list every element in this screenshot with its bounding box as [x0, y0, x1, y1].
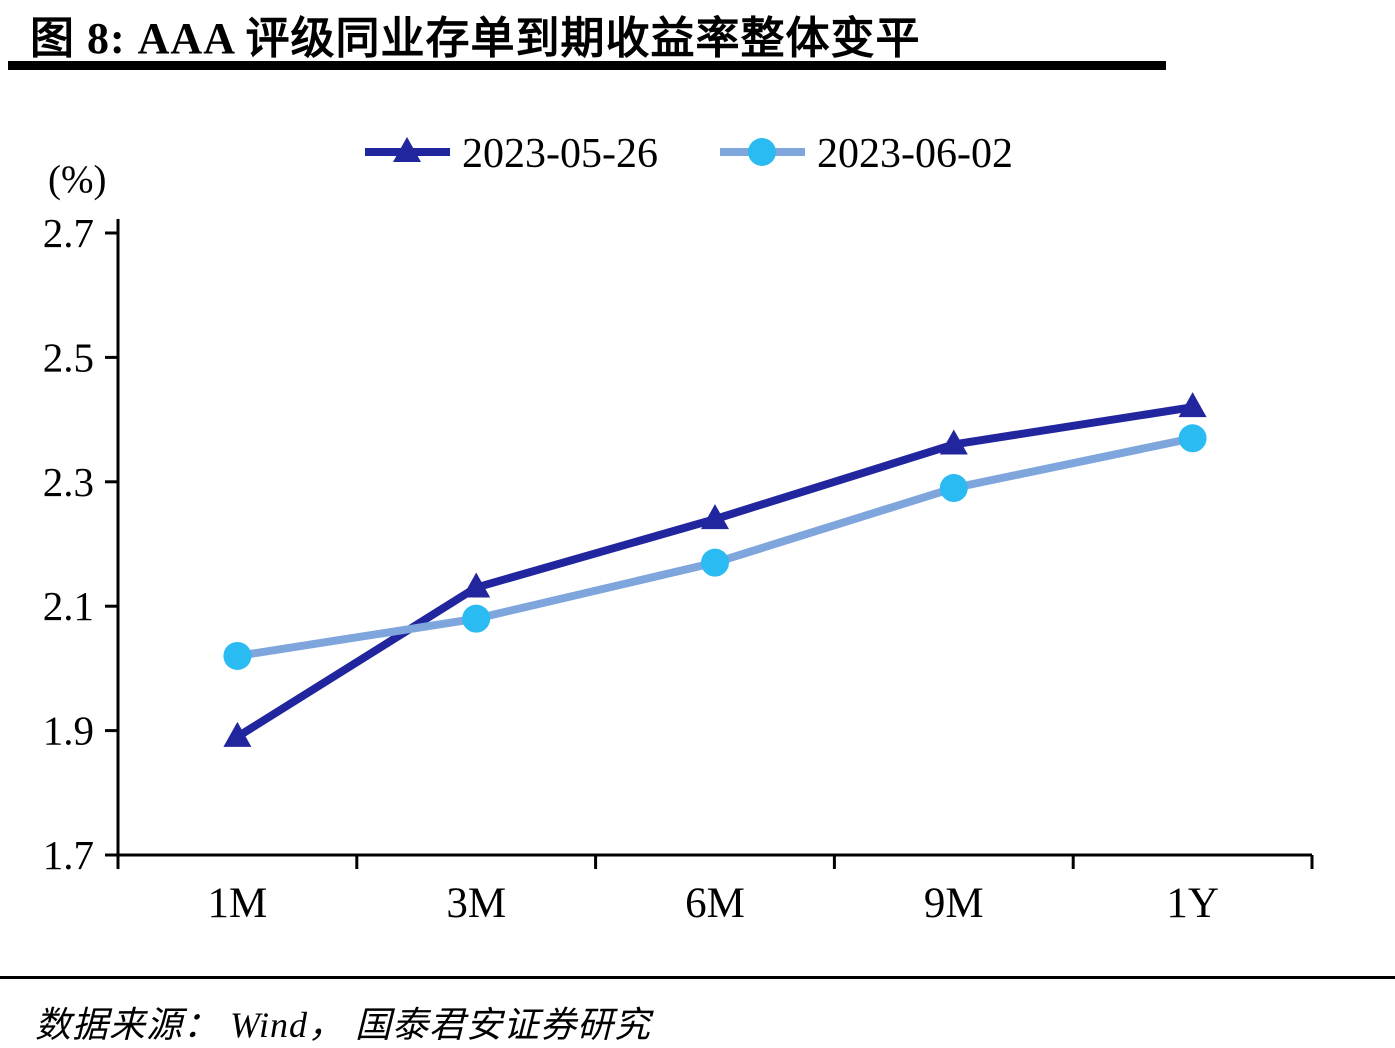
y-tick-label: 1.9 — [43, 708, 94, 754]
legend-item-2023-05-26: 2023-05-26 — [365, 131, 658, 177]
legend-label: 2023-05-26 — [462, 131, 658, 177]
triangle-marker-2023-05-26 — [462, 572, 491, 598]
legend-label: 2023-06-02 — [817, 131, 1013, 177]
circle-marker-2023-06-02 — [223, 641, 252, 670]
triangle-marker-legend — [393, 137, 421, 162]
line-chart: 1.7 1.9 2.1 2.3 2.5 2.7 1M 3M 6M 9M 1Y 2023-05-26 20… — [43, 131, 1314, 927]
x-category-label: 1M — [208, 880, 268, 927]
circle-marker-2023-06-02 — [701, 548, 729, 577]
circle-marker-legend — [748, 138, 776, 166]
circle-marker-2023-06-02 — [462, 604, 491, 633]
triangle-marker-2023-05-26 — [1178, 392, 1207, 418]
figure-title: 图 8: AAA 评级同业存单到期收益率整体变平 — [30, 14, 921, 63]
circle-marker-2023-06-02 — [1178, 424, 1207, 453]
circle-marker-2023-06-02 — [939, 474, 968, 503]
y-axis-unit-label: (%) — [48, 158, 106, 201]
y-tick-label: 1.7 — [43, 832, 94, 878]
series-line-2023-06-02 — [233, 434, 1197, 660]
y-tick-label: 2.7 — [43, 210, 94, 256]
source-note: 数据来源： Wind， 国泰君安证券研究 — [35, 1005, 652, 1045]
y-tick-label: 2.1 — [43, 583, 94, 629]
title-divider — [8, 61, 1166, 70]
x-category-label: 1Y — [1166, 880, 1219, 927]
x-category-label: 6M — [685, 880, 745, 927]
y-tick-label: 2.5 — [43, 334, 94, 380]
triangle-marker-2023-05-26 — [223, 721, 252, 747]
y-tick-label: 2.3 — [43, 459, 94, 505]
triangle-marker-2023-05-26 — [701, 504, 729, 530]
legend-item-2023-06-02: 2023-06-02 — [720, 131, 1013, 177]
triangle-marker-2023-05-26 — [939, 429, 968, 455]
x-category-label: 3M — [446, 880, 506, 927]
x-category-label: 9M — [924, 880, 984, 927]
footer-divider — [0, 976, 1395, 979]
